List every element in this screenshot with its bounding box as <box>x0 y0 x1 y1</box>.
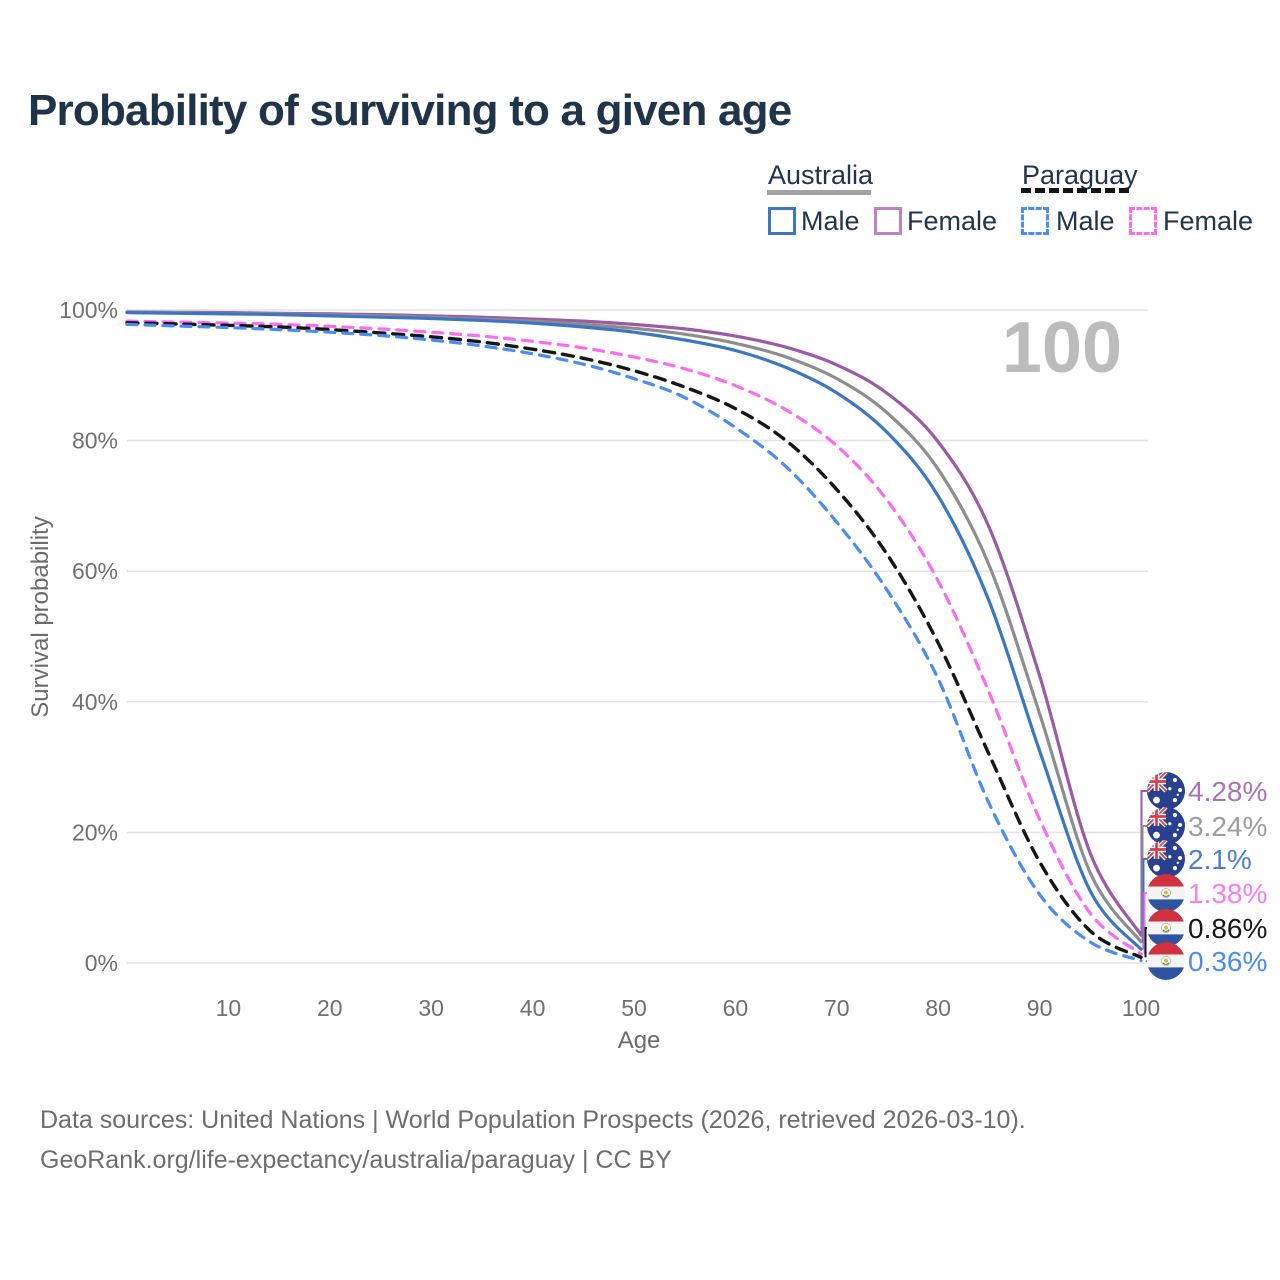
legend-paraguay-dashed-line-sample <box>1021 188 1129 193</box>
series-line-australia[interactable] <box>125 310 1143 944</box>
x-tick-label: 100 <box>1122 995 1160 1021</box>
australia-flag-icon <box>1147 772 1185 810</box>
y-tick-label: 20% <box>72 819 118 845</box>
legend-swatch-paraguay-female[interactable] <box>1129 207 1157 235</box>
paraguay-flag-icon <box>1147 942 1185 980</box>
series-line-australia-male[interactable] <box>125 311 1143 951</box>
legend-label-paraguay-female[interactable]: Female <box>1163 206 1254 236</box>
x-tick-label: 20 <box>317 995 343 1021</box>
leader-line <box>1144 927 1147 958</box>
end-label-value: 0.36% <box>1188 946 1267 977</box>
watermark-age: 100 <box>1002 308 1122 388</box>
series-line-australia-female[interactable] <box>125 310 1143 937</box>
x-axis-title: Age <box>618 1027 661 1054</box>
x-tick-label: 80 <box>925 995 951 1021</box>
paraguay-flag-icon <box>1147 909 1185 947</box>
x-tick-label: 30 <box>418 995 444 1021</box>
legend-swatch-paraguay-male[interactable] <box>1021 207 1049 235</box>
legend-swatch-australia-male[interactable] <box>768 207 796 235</box>
series-line-paraguay[interactable] <box>125 321 1143 960</box>
end-label-value: 4.28% <box>1188 776 1267 807</box>
x-tick-label: 50 <box>621 995 647 1021</box>
end-label-value: 3.24% <box>1188 811 1267 842</box>
x-tick-label: 10 <box>216 995 242 1021</box>
paraguay-flag-icon <box>1147 874 1185 912</box>
legend-label-australia-female[interactable]: Female <box>907 206 998 236</box>
x-tick-label: 60 <box>723 995 749 1021</box>
legend-swatch-australia-female[interactable] <box>874 207 902 235</box>
y-axis-title: Survival probability <box>27 516 54 717</box>
series-line-paraguay-male[interactable] <box>125 322 1143 963</box>
australia-flag-icon <box>1147 840 1185 878</box>
end-label-value: 1.38% <box>1188 878 1267 909</box>
australia-flag-icon <box>1147 807 1185 845</box>
y-tick-label: 100% <box>59 297 118 323</box>
y-tick-label: 0% <box>85 950 118 976</box>
series-line-paraguay-female[interactable] <box>125 319 1143 956</box>
x-tick-label: 70 <box>824 995 850 1021</box>
y-tick-label: 40% <box>72 689 118 715</box>
y-tick-label: 80% <box>72 428 118 454</box>
legend-australia-solid-line-sample <box>767 190 871 195</box>
end-label-value: 0.86% <box>1188 913 1267 944</box>
x-tick-label: 40 <box>520 995 546 1021</box>
legend-group-paraguay[interactable]: Paraguay <box>1022 160 1138 190</box>
legend-group-australia[interactable]: Australia <box>768 160 874 190</box>
y-tick-label: 60% <box>72 558 118 584</box>
legend-label-australia-male[interactable]: Male <box>801 206 860 236</box>
source-url[interactable]: GeoRank.org/life-expectancy/australia/pa… <box>40 1146 672 1174</box>
end-label-value: 2.1% <box>1188 844 1252 875</box>
data-sources-note: Data sources: United Nations | World Pop… <box>40 1106 1026 1134</box>
x-tick-label: 90 <box>1027 995 1053 1021</box>
legend-label-paraguay-male[interactable]: Male <box>1056 206 1115 236</box>
chart-title: Probability of surviving to a given age <box>28 86 792 135</box>
